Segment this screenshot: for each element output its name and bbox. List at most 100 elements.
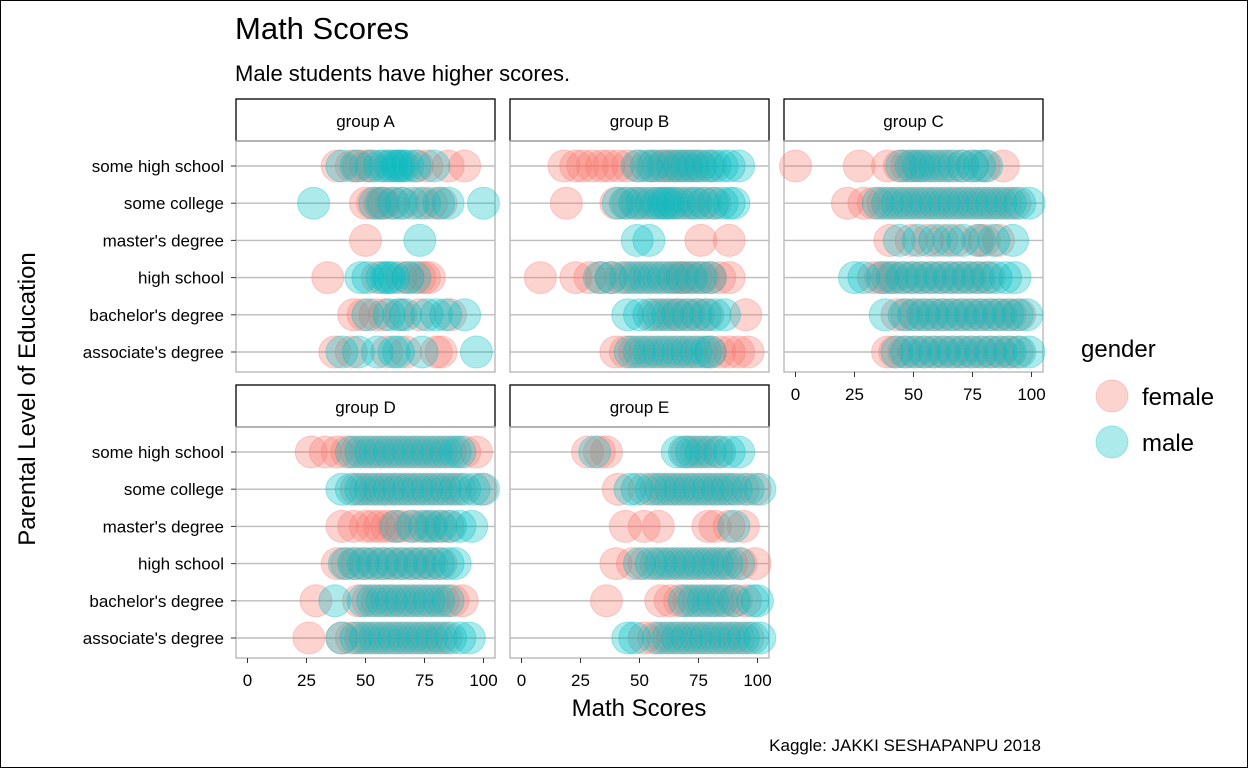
point-male [656,186,690,220]
point-female [710,584,744,618]
point-male [429,472,463,506]
point-male [318,584,352,618]
point-male [353,149,387,183]
strip-label-group-a: group A [336,112,395,131]
point-male [882,223,916,257]
y-tick-label: high school [138,555,224,574]
point-male [984,186,1018,220]
point-female [370,335,404,369]
point-male [691,149,725,183]
point-male [372,472,406,506]
point-female [887,335,921,369]
point-male [717,186,751,220]
point-female [330,435,364,469]
point-male [613,335,647,369]
point-male [344,472,378,506]
strip-label-group-c: group C [883,112,943,131]
point-male [686,584,720,618]
point-female [880,298,914,332]
point-female [384,509,418,543]
point-female [963,261,997,295]
point-female [915,261,949,295]
point-female [981,335,1015,369]
point-female [403,509,437,543]
point-female [653,584,687,618]
point-female [658,186,692,220]
point-female [330,547,364,581]
point-male [372,261,406,295]
point-female [405,472,439,506]
point-female [311,261,345,295]
point-female [908,298,942,332]
point-female [398,584,432,618]
point-male [374,547,408,581]
point-male [665,261,699,295]
point-female [646,621,680,655]
point-female [360,261,394,295]
point-male [951,261,985,295]
point-female [356,186,390,220]
point-male [679,335,713,369]
point-female [523,261,557,295]
point-male [698,149,732,183]
point-female [672,584,706,618]
point-male [384,186,418,220]
point-male [422,186,456,220]
point-male [400,435,434,469]
point-male [1012,335,1046,369]
point-female [431,509,465,543]
point-female [415,472,449,506]
point-male [452,621,486,655]
point-female [906,261,940,295]
point-male [325,335,359,369]
point-female [1000,335,1034,369]
point-female [684,621,718,655]
legend: female male [1095,379,1214,459]
point-male [372,435,406,469]
point-male [946,186,980,220]
point-male [656,149,690,183]
point-female [337,298,371,332]
point-male [370,261,404,295]
point-female [377,472,411,506]
point-female [611,186,645,220]
point-female [712,261,746,295]
point-female [871,335,905,369]
point-male [382,298,416,332]
point-female [705,547,739,581]
point-male [908,335,942,369]
point-male [705,584,739,618]
point-female [658,472,692,506]
point-female [946,298,980,332]
point-male [918,186,952,220]
point-male [663,472,697,506]
y-tick-label: bachelor's degree [89,592,224,611]
point-male [691,547,725,581]
point-male [897,298,930,332]
point-male [377,621,411,655]
point-female [400,621,434,655]
y-tick-label: some college [124,480,224,499]
point-female [334,149,368,183]
point-male [672,472,706,506]
point-female [677,547,711,581]
point-male [608,261,642,295]
point-male [448,472,482,506]
point-male [613,472,647,506]
point-female [641,261,675,295]
point-male [353,472,387,506]
point-female [571,435,605,469]
point-female [334,621,368,655]
point-male [356,584,390,618]
point-male [887,298,921,332]
point-female [372,621,406,655]
point-female [627,547,661,581]
point-female [967,223,1001,257]
point-female [356,509,390,543]
point-female [325,621,359,655]
point-female [363,621,397,655]
point-male [970,149,1004,183]
point-female [367,472,401,506]
point-female [670,435,704,469]
point-male [651,335,685,369]
